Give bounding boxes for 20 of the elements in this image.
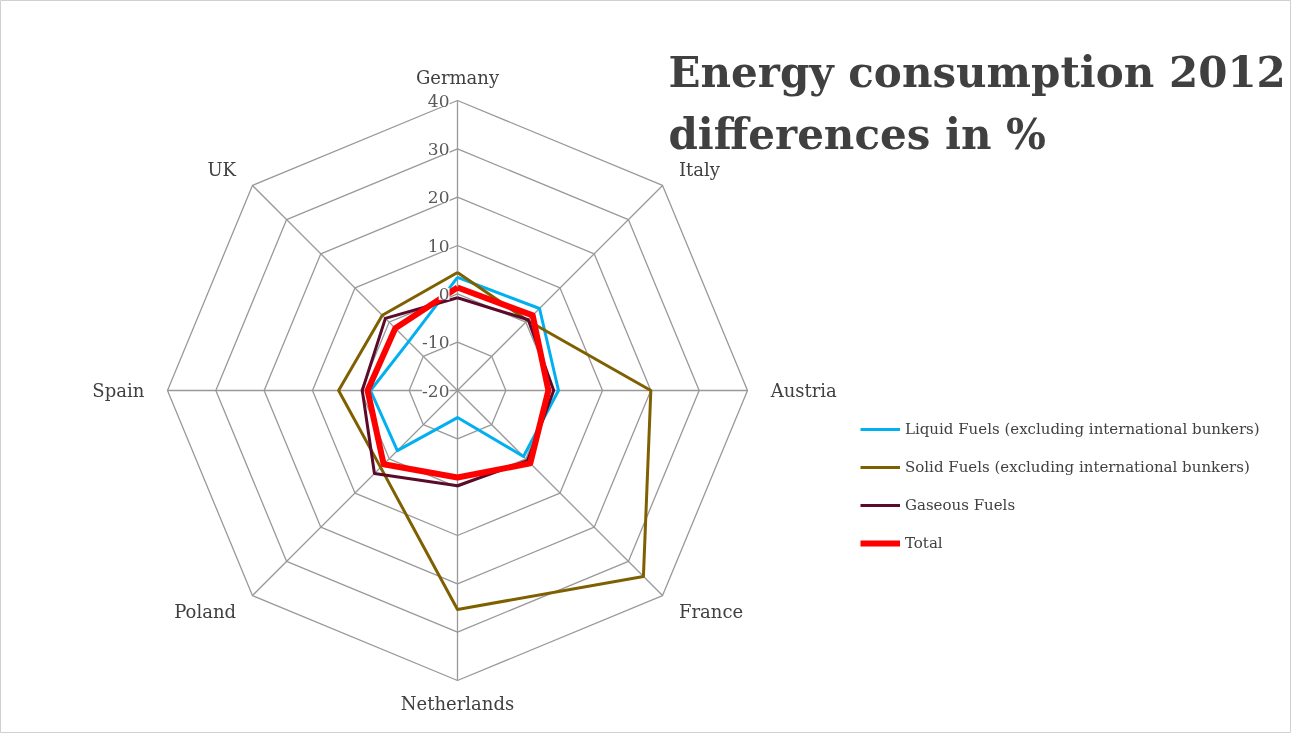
y-tick-label: 40 xyxy=(427,90,450,111)
y-tick-label: 10 xyxy=(427,235,450,256)
y-tick-label: 30 xyxy=(427,138,450,159)
y-tick-label: -10 xyxy=(422,332,450,353)
y-tick-label: -20 xyxy=(422,380,450,401)
legend-label: Solid Fuels (excluding international bunkers) xyxy=(905,458,1250,476)
spoke-label: Italy xyxy=(678,158,721,180)
chart-title: Energy consumption 2012 differences in % xyxy=(668,48,1286,159)
spoke-label: France xyxy=(678,601,744,623)
spoke-label: Poland xyxy=(174,601,237,623)
spoke-label: UK xyxy=(207,158,237,180)
y-tick-label: 0 xyxy=(438,283,450,304)
spoke-label: Austria xyxy=(769,380,838,401)
legend-label: Gaseous Fuels xyxy=(905,496,1016,514)
legend-label: Liquid Fuels (excluding international bunkers) xyxy=(905,420,1260,438)
spoke-label: Spain xyxy=(92,380,145,401)
legend-label: Total xyxy=(905,534,943,552)
y-tick-label: 20 xyxy=(427,187,450,208)
spoke-label: Germany xyxy=(415,66,500,88)
spoke-label: Netherlands xyxy=(400,693,515,715)
